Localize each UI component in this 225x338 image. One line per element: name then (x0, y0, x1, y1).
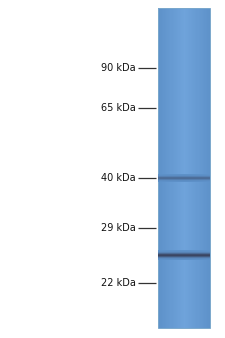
Bar (202, 8, 203, 328)
Bar (174, 8, 175, 328)
Bar (185, 8, 186, 328)
Bar (180, 8, 181, 328)
Bar (206, 8, 207, 328)
Bar (177, 8, 178, 328)
Bar (191, 8, 192, 328)
Text: 29 kDa: 29 kDa (101, 223, 136, 233)
Bar (162, 8, 163, 328)
Text: 22 kDa: 22 kDa (101, 278, 136, 288)
Bar (190, 8, 191, 328)
Bar (203, 8, 204, 328)
Bar (181, 8, 182, 328)
Text: 40 kDa: 40 kDa (101, 173, 136, 183)
Bar (167, 8, 168, 328)
Bar (171, 8, 173, 328)
Bar (168, 8, 169, 328)
Bar (198, 8, 200, 328)
Bar (166, 8, 167, 328)
Bar (205, 8, 206, 328)
Text: 90 kDa: 90 kDa (101, 63, 136, 73)
Bar (188, 8, 189, 328)
Bar (169, 8, 171, 328)
Bar (178, 8, 179, 328)
Bar (164, 8, 165, 328)
Bar (184, 8, 185, 328)
Bar (209, 8, 210, 328)
Bar (160, 8, 161, 328)
Bar (196, 8, 198, 328)
Bar (163, 8, 164, 328)
Bar (189, 8, 190, 328)
Bar (175, 8, 176, 328)
Bar (161, 8, 162, 328)
Bar (201, 8, 202, 328)
Bar (207, 8, 208, 328)
Bar (204, 8, 205, 328)
Bar (192, 8, 193, 328)
Bar (158, 8, 210, 328)
Bar (193, 8, 194, 328)
Bar (176, 8, 177, 328)
Bar (165, 8, 166, 328)
Text: 65 kDa: 65 kDa (101, 103, 136, 113)
Bar (159, 8, 160, 328)
Bar (158, 8, 159, 328)
Bar (183, 8, 184, 328)
Bar (194, 8, 196, 328)
Bar (187, 8, 188, 328)
Bar (182, 8, 183, 328)
Bar (179, 8, 180, 328)
Bar (186, 8, 187, 328)
Bar (208, 8, 209, 328)
Bar (200, 8, 201, 328)
Bar (173, 8, 174, 328)
